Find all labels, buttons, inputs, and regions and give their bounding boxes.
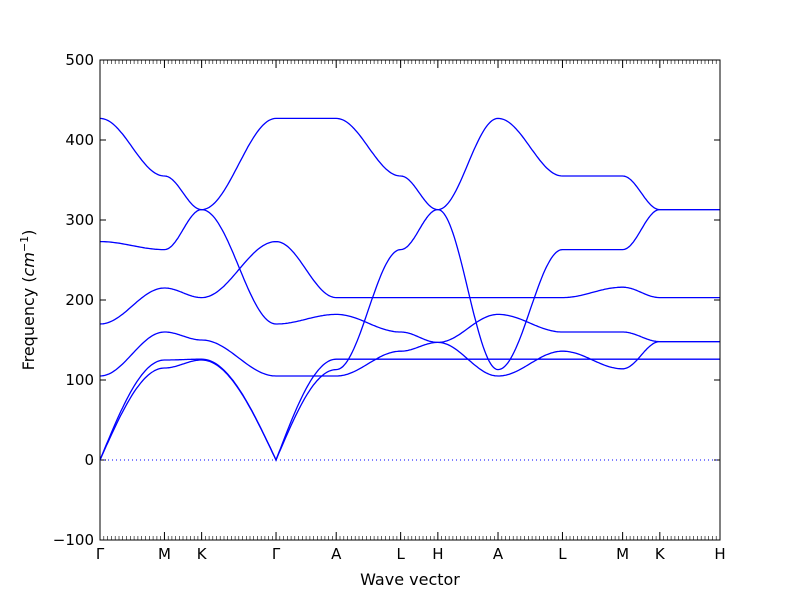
band-line-3 [99, 313, 720, 377]
y-tick-label: 300 [65, 211, 94, 229]
y-axis-label-text: Frequency ( [19, 276, 38, 370]
x-tick-label: A [493, 545, 504, 563]
y-tick-label: −100 [53, 531, 94, 549]
y-axis-label-exponent: −1 [18, 236, 31, 252]
band-line-5 [100, 208, 720, 377]
y-axis-ticks: −100 0 100 200 300 400 500 [53, 51, 720, 549]
band-line-6 [99, 117, 720, 371]
plot-background [100, 60, 720, 540]
x-tick-label: Γ [96, 545, 105, 563]
x-tick-label: L [396, 545, 405, 563]
y-tick-label: 200 [65, 291, 94, 309]
x-tick-label: Γ [272, 545, 281, 563]
y-axis-label-unit: cm [19, 252, 38, 276]
band-line-4 [99, 240, 720, 325]
y-tick-label: 500 [65, 51, 94, 69]
y-axis-label: Frequency (cm−1) [18, 230, 38, 371]
y-tick-label: 400 [65, 131, 94, 149]
plot-frame [99, 59, 721, 541]
band-line-2 [99, 358, 720, 462]
x-tick-label: K [197, 545, 208, 563]
band-line-1 [99, 117, 720, 462]
x-tick-label: H [714, 545, 725, 563]
x-tick-label: L [558, 545, 567, 563]
x-tick-label: H [432, 545, 443, 563]
x-tick-label: K [655, 545, 666, 563]
y-tick-label: 100 [65, 371, 94, 389]
x-axis-label: Wave vector [360, 570, 460, 589]
series-group [99, 117, 720, 462]
x-tick-label: M [158, 545, 171, 563]
y-tick-label: 0 [84, 451, 94, 469]
y-axis-label-close: ) [19, 230, 38, 236]
x-tick-label: A [331, 545, 342, 563]
x-tick-label: M [616, 545, 629, 563]
